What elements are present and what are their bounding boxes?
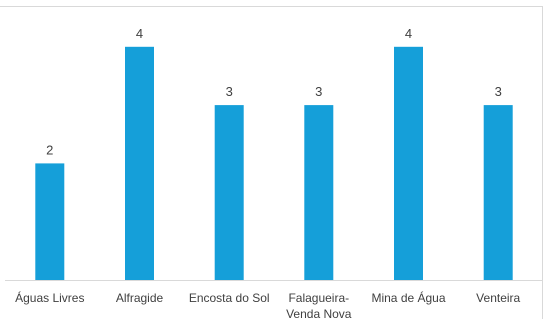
category-label-line: Encosta do Sol [189,291,270,305]
bar [483,105,513,280]
bar [125,46,154,280]
category-label-line: Alfragide [116,291,164,305]
data-label: 2 [46,142,53,157]
bar [304,105,334,280]
bar [35,163,65,280]
category-label: Águas Livres [15,290,84,305]
category-label-line: Mina de Água [371,290,445,305]
category-label-line: Venteira [476,291,520,305]
category-label: Alfragide [116,291,164,305]
chart-border [0,6,543,319]
category-label: Venteira [476,291,520,305]
category-label: Falagueira- Venda Nova [286,291,352,320]
data-label: 3 [495,84,502,99]
category-label-line: Venda Nova [286,307,352,320]
value-labels-group: 2 4 3 3 4 3 [46,26,502,158]
bar [214,105,244,280]
data-label: 3 [226,84,233,99]
category-label: Encosta do Sol [189,291,270,305]
category-labels-group: Águas Livres Alfragide Encosta do Sol Falag… [15,290,520,320]
bar [394,46,423,280]
category-label-line: Falagueira- [288,291,349,305]
category-label: Mina de Água [371,290,445,305]
data-label: 4 [405,26,412,41]
data-label: 4 [136,26,143,41]
data-label: 3 [315,84,322,99]
bars-group [35,46,513,280]
category-label-line: Águas Livres [15,290,84,305]
